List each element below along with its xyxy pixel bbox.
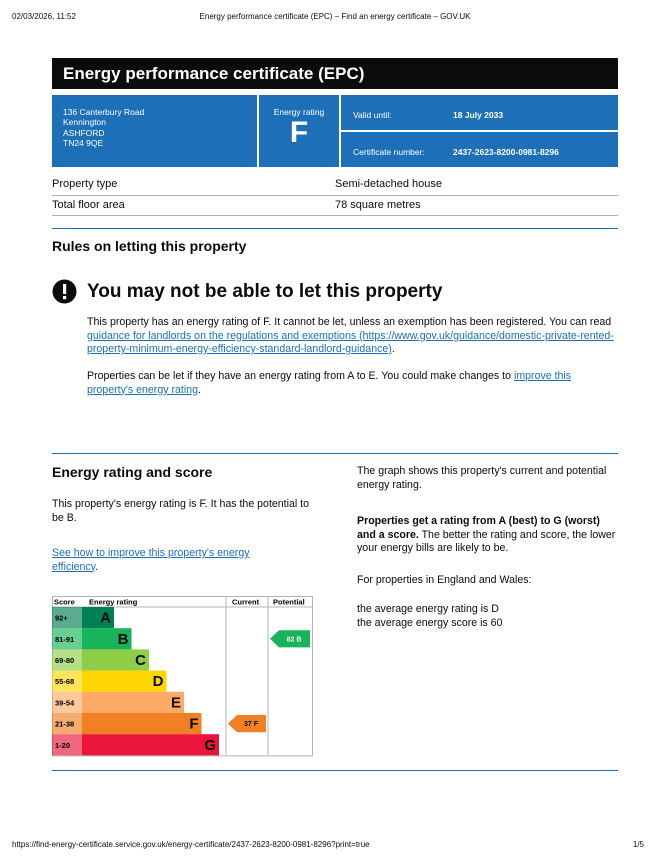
score-cell <box>52 691 82 713</box>
rating-band: F <box>254 721 259 728</box>
potential-rating: 82 B <box>270 630 310 648</box>
band-bar <box>82 649 149 671</box>
score-cell <box>52 628 82 650</box>
band-letter: F <box>189 716 198 733</box>
address-line: TN24 9QE <box>63 137 104 148</box>
print-page: 1/5 <box>632 840 644 849</box>
score-range: 1-20 <box>55 741 70 750</box>
paragraph: For properties in England and Wales: <box>357 574 532 586</box>
text: . <box>197 383 201 396</box>
column-header: Score <box>54 598 75 607</box>
score-cell <box>52 649 82 671</box>
score-range: 21-38 <box>55 720 74 729</box>
divider <box>52 215 618 216</box>
rating-label: 82 B <box>287 636 302 643</box>
rating-graph: Score Energy rating Current Potential 92+ A 81… <box>52 596 313 757</box>
certificate-label: Certificate number: <box>353 147 425 157</box>
score-cell <box>52 670 82 692</box>
band-bar <box>82 628 132 650</box>
column-header: Potential <box>273 598 305 607</box>
score-range: 81-91 <box>55 635 74 644</box>
band-letter: B <box>118 631 129 648</box>
band-bar <box>82 670 167 692</box>
rating-letter: F <box>289 116 309 149</box>
band-bar <box>82 691 184 713</box>
band-letter: C <box>135 652 146 669</box>
text: This property has an energy rating of F.… <box>87 316 612 328</box>
print-datetime: 02/03/2026, 11:52 <box>12 12 76 21</box>
text: Properties can be let if they have an en… <box>87 370 514 382</box>
band-bar <box>82 734 219 756</box>
paragraph: Properties get a rating from A (best) to… <box>357 515 619 556</box>
address-line: ASHFORD <box>63 127 105 138</box>
column-header: Energy rating <box>89 598 138 607</box>
band-letter: E <box>171 694 181 711</box>
section-heading: Rules on letting this property <box>52 238 247 254</box>
property-key: Total floor area <box>52 199 125 211</box>
band-bar <box>82 713 202 735</box>
link[interactable]: improve this property's energy rating <box>87 370 572 396</box>
score-range: 69-80 <box>55 656 74 665</box>
rating-score: 37 <box>244 721 252 728</box>
band-bar <box>82 607 114 629</box>
certificate-row: Certificate number: 2437-2623-8200-0981-… <box>341 132 618 167</box>
section-rule <box>52 228 618 229</box>
score-cell <box>52 607 82 629</box>
score-range: 92+ <box>55 614 68 623</box>
text: . <box>95 560 99 573</box>
band-letter: A <box>100 610 111 627</box>
section-rule <box>52 453 618 454</box>
warning-text: You may not be able to let this property <box>87 281 443 302</box>
current-rating: 37 F <box>228 715 266 733</box>
score-cell <box>52 734 82 756</box>
paragraph: The graph shows this property's current … <box>357 465 607 491</box>
band-letter: G <box>204 737 216 754</box>
warning-icon <box>52 279 77 304</box>
rating-score: 82 <box>287 636 295 643</box>
score-range: 55-68 <box>55 677 74 686</box>
rating-box: Energy rating F <box>259 95 339 167</box>
section-heading: Energy rating and score <box>52 464 213 480</box>
certificate-value: 2437-2623-8200-0981-8296 <box>453 147 559 157</box>
rating-label: 37 F <box>244 721 259 728</box>
rating-band: B <box>296 636 301 643</box>
link[interactable]: See how to improve this property's energ… <box>52 547 250 573</box>
print-url: https://find-energy-certificate.service.… <box>12 840 370 849</box>
paragraph: See how to improve this property's energ… <box>52 547 292 574</box>
rating-arrow <box>270 630 310 648</box>
print-title: Energy performance certificate (EPC) – F… <box>199 12 471 21</box>
valid-label: Valid until: <box>353 110 392 120</box>
property-value: Semi-detached house <box>335 178 443 190</box>
rating-label: Energy rating <box>273 107 325 117</box>
paragraph: This property's energy rating is F. It h… <box>52 498 309 524</box>
address-line: Kennington <box>63 117 107 128</box>
score-cell <box>52 713 82 735</box>
address: 136 Canterbury Road Kennington ASHFORD T… <box>63 107 144 148</box>
valid-row: Valid until: 18 July 2033 <box>341 95 618 130</box>
address-line: 136 Canterbury Road <box>63 107 145 117</box>
paragraph: the average energy score is 60 <box>357 617 503 629</box>
header-title: Energy performance certificate (EPC) <box>52 58 618 89</box>
valid-value: 18 July 2033 <box>453 110 504 120</box>
section-rule <box>52 770 618 771</box>
paragraph: the average energy rating is D <box>357 603 499 615</box>
text: . <box>391 343 395 355</box>
score-range: 39-54 <box>55 698 75 707</box>
band-letter: D <box>153 673 164 690</box>
property-value: 78 square metres <box>335 199 421 211</box>
property-key: Property type <box>52 178 118 190</box>
address-box: 136 Canterbury Road Kennington ASHFORD T… <box>52 95 257 167</box>
link[interactable]: guidance for landlords on the regulation… <box>87 329 614 356</box>
column-header: Current <box>232 598 260 607</box>
bold-text: Properties get a rating from A (best) to… <box>357 515 600 541</box>
paragraph: Properties can be let if they have an en… <box>87 370 607 397</box>
divider <box>52 195 618 196</box>
rating-arrow <box>228 715 266 733</box>
text: The better the rating and score, the low… <box>357 528 616 555</box>
paragraph: This property has an energy rating of F.… <box>87 316 620 357</box>
